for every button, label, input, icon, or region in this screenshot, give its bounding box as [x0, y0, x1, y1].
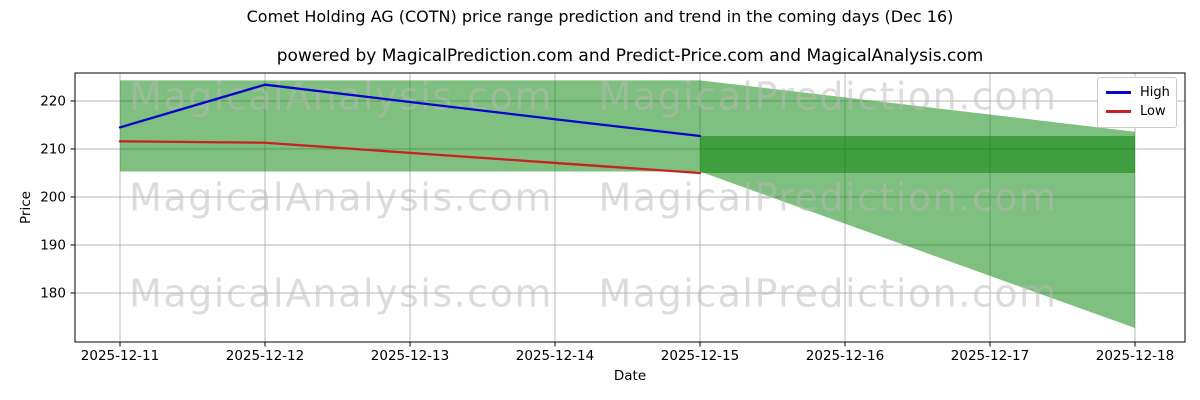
x-tick-label: 2025-12-14: [516, 348, 594, 364]
watermark-prediction: MagicalPrediction.com: [599, 75, 1058, 119]
x-tick-label: 2025-12-12: [226, 348, 304, 364]
axes-spines: [74, 72, 1186, 343]
low-line-swatch: [1106, 110, 1131, 113]
prediction-range-band: [700, 136, 1135, 173]
legend-item-high: High: [1106, 83, 1170, 102]
y-tick-label: 200: [40, 190, 66, 206]
y-axis-label: Price: [18, 191, 34, 224]
chart-subtitle: powered by MagicalPrediction.com and Pre…: [276, 46, 984, 66]
legend-label-low: Low: [1140, 104, 1166, 119]
watermark-analysis: MagicalAnalysis.com: [129, 176, 553, 220]
x-tick-label: 2025-12-13: [371, 348, 449, 364]
y-tick-label: 220: [40, 94, 66, 110]
y-tick-label: 190: [40, 238, 66, 254]
x-tick-label: 2025-12-11: [81, 348, 159, 364]
watermark-prediction: MagicalPrediction.com: [599, 272, 1058, 316]
low-line: [118, 140, 702, 175]
watermark-prediction: MagicalPrediction.com: [599, 176, 1058, 220]
high-line: [118, 83, 702, 138]
x-tick-label: 2025-12-17: [951, 348, 1029, 364]
x-axis-label: Date: [614, 368, 646, 384]
y-tick-label: 210: [40, 142, 66, 158]
y-tick-label: 180: [40, 286, 66, 302]
chart-title: Comet Holding AG (COTN) price range pred…: [246, 7, 954, 26]
legend-label-high: High: [1140, 85, 1170, 100]
x-tick-label: 2025-12-18: [1096, 348, 1174, 364]
x-tick-label: 2025-12-16: [806, 348, 884, 364]
high-line-swatch: [1106, 91, 1131, 94]
legend: High Low: [1097, 77, 1177, 128]
x-tick-label: 2025-12-15: [661, 348, 739, 364]
legend-item-low: Low: [1106, 102, 1168, 121]
watermark-analysis: MagicalAnalysis.com: [129, 272, 553, 316]
